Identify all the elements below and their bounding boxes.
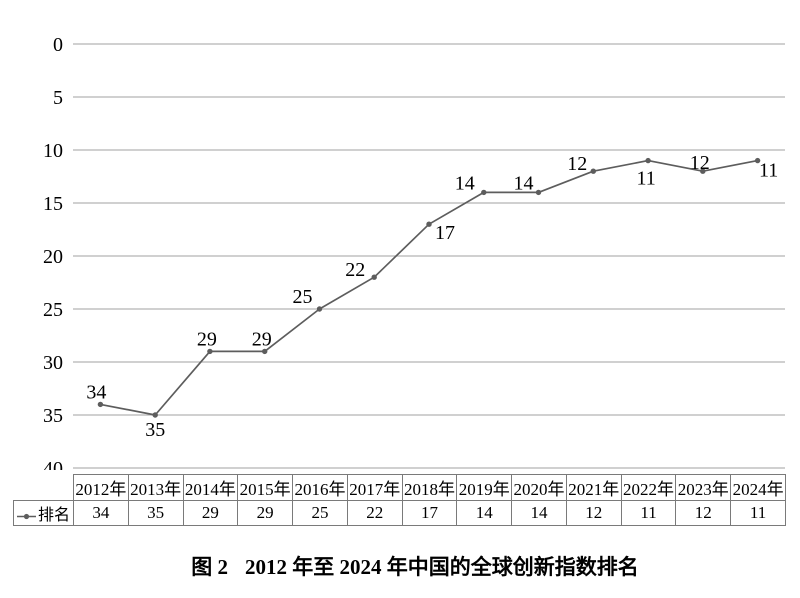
rank-series-line: [100, 159, 758, 416]
y-tick-label: 40: [43, 458, 63, 470]
data-point-marker: [645, 157, 651, 164]
data-point-label: 11: [636, 168, 655, 190]
year-header-cell: 2019年: [456, 474, 513, 501]
year-header-cell: 2020年: [511, 474, 567, 501]
year-header-cell: 2021年: [565, 474, 622, 501]
year-header-cell: 2017年: [346, 474, 403, 501]
y-tick-label: 20: [43, 246, 63, 268]
year-header-cell: 2012年: [73, 474, 129, 501]
rank-value-cell: 12: [675, 500, 732, 526]
rank-value-cell: 11: [620, 500, 677, 526]
y-tick-label: 10: [43, 140, 63, 162]
data-point-marker: [316, 306, 323, 312]
data-point-label: 14: [455, 172, 475, 194]
rank-value-cell: 35: [127, 500, 184, 526]
data-point-label: 17: [435, 222, 455, 244]
table-corner-cell: [14, 475, 74, 501]
data-point-marker: [754, 157, 761, 164]
y-tick-label: 0: [53, 34, 63, 56]
data-point-marker: [426, 221, 432, 227]
series-legend-key-icon: [17, 513, 36, 520]
year-header-cell: 2023年: [675, 474, 732, 501]
series-legend-cell: 排名: [13, 500, 74, 526]
figure-caption: 图 2 2012 年至 2024 年中国的全球创新指数排名: [0, 551, 800, 581]
data-point-label: 12: [690, 152, 710, 174]
data-point-marker: [590, 168, 596, 174]
data-point-label: 14: [514, 172, 534, 194]
table-header-row: 2012年 2013年 2014年 2015年 2016年 2017年 2018年 2019年…: [14, 474, 786, 501]
data-point-label: 29: [197, 328, 217, 350]
y-tick-label: 25: [43, 299, 63, 321]
year-header-cell: 2014年: [182, 474, 239, 501]
rank-value-cell: 14: [511, 500, 567, 526]
y-tick-label: 15: [43, 193, 63, 215]
table-data-row: 排名 34 35 29 29 25 22 17 14 14 12 11 12 11: [13, 500, 786, 526]
y-tick-label: 5: [53, 87, 63, 109]
data-point-label: 22: [345, 259, 365, 281]
figure-number-label: 图 2: [191, 555, 228, 579]
chart-data-table: 2012年 2013年 2014年 2015年 2016年 2017年 2018年 2019年…: [13, 474, 786, 526]
rank-value-cell: 25: [292, 500, 348, 526]
rank-value-cell: 12: [565, 500, 622, 526]
data-point-marker: [371, 274, 377, 280]
data-point-label: 25: [293, 286, 313, 308]
figure-caption-text: 2012 年至 2024 年中国的全球创新指数排名: [245, 555, 639, 579]
data-point-label: 34: [86, 381, 106, 403]
y-tick-label: 35: [43, 405, 63, 427]
rank-value-cell: 11: [730, 500, 786, 526]
data-point-marker: [481, 189, 487, 196]
y-tick-label: 30: [43, 352, 63, 374]
series-name-label: 排名: [38, 507, 71, 524]
data-point-label: 29: [252, 328, 272, 350]
year-header-cell: 2024年: [730, 474, 786, 501]
data-point-label: 35: [145, 419, 165, 441]
data-point-marker: [535, 189, 542, 196]
rank-value-cell: 29: [237, 500, 294, 526]
year-header-cell: 2016年: [292, 474, 348, 501]
data-point-label: 11: [759, 160, 778, 182]
rank-value-cell: 14: [456, 500, 513, 526]
rank-value-cell: 34: [73, 500, 129, 526]
data-point-label: 12: [567, 153, 587, 175]
data-point-marker: [207, 348, 213, 355]
data-point-marker: [97, 401, 104, 408]
year-header-cell: 2015年: [237, 474, 294, 501]
line-chart: 0 5 10 15 20 25 30 35 40 34 35 29 29 25 22 17 14 14 12 11 12…: [43, 34, 785, 470]
data-point-marker: [152, 412, 158, 418]
rank-value-cell: 17: [401, 500, 458, 526]
data-point-marker: [262, 348, 268, 355]
rank-value-cell: 29: [182, 500, 239, 526]
year-header-cell: 2013年: [127, 474, 184, 501]
year-header-cell: 2022年: [620, 474, 677, 501]
year-header-cell: 2018年: [401, 474, 458, 501]
rank-value-cell: 22: [346, 500, 403, 526]
data-point-marker: [700, 168, 706, 174]
